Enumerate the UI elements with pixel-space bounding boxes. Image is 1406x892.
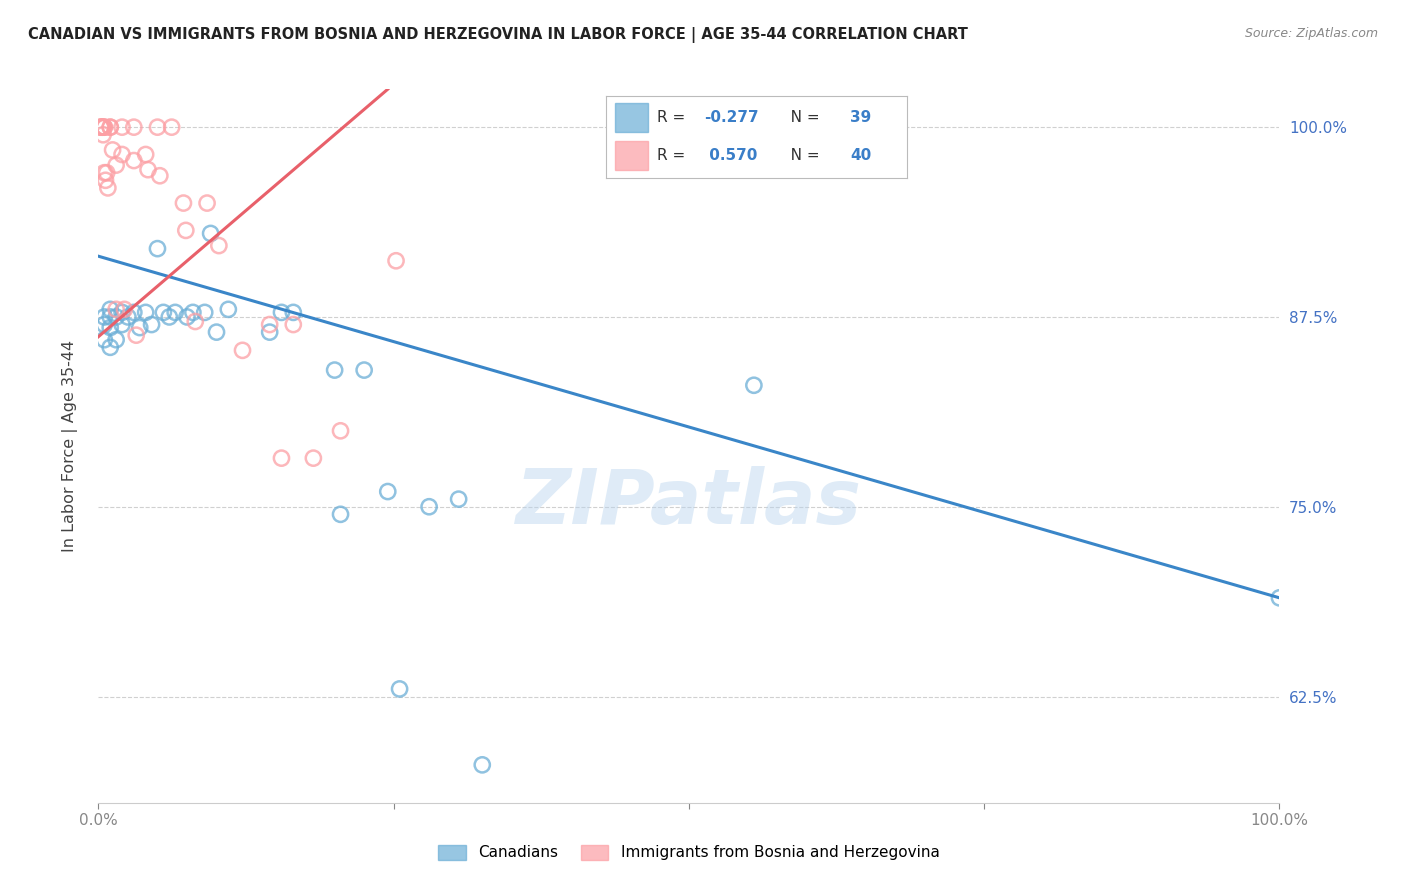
Text: Source: ZipAtlas.com: Source: ZipAtlas.com: [1244, 27, 1378, 40]
Point: [259, 318, 281, 332]
Point: [195, 196, 218, 211]
Point: [98, 120, 121, 135]
Point: [353, 363, 375, 377]
Point: [122, 153, 145, 168]
Point: [105, 333, 128, 347]
Point: [125, 328, 148, 343]
Point: [742, 378, 765, 392]
Point: [101, 143, 124, 157]
Point: [94, 173, 117, 187]
Point: [135, 147, 157, 161]
Point: [270, 305, 292, 319]
Point: [302, 451, 325, 466]
Point: [98, 310, 121, 324]
Point: [329, 508, 352, 522]
Point: [98, 340, 121, 354]
Point: [181, 305, 204, 319]
Point: [122, 305, 145, 319]
Point: [93, 166, 115, 180]
Point: [93, 318, 115, 332]
Point: [112, 302, 135, 317]
Point: [259, 325, 281, 339]
Point: [217, 302, 239, 317]
Point: [105, 302, 128, 317]
Point: [418, 500, 440, 514]
Point: [122, 120, 145, 135]
Point: [283, 318, 305, 332]
Point: [152, 305, 174, 319]
Point: [176, 310, 198, 324]
Point: [165, 305, 187, 319]
Point: [105, 310, 128, 324]
Legend: Canadians, Immigrants from Bosnia and Herzegovina: Canadians, Immigrants from Bosnia and He…: [432, 838, 946, 866]
Point: [91, 120, 114, 135]
Point: [174, 223, 197, 237]
Point: [93, 120, 115, 135]
Point: [160, 120, 183, 135]
Point: [388, 681, 411, 696]
Point: [157, 310, 180, 324]
Point: [200, 227, 222, 241]
Point: [231, 343, 253, 358]
Point: [447, 492, 470, 507]
Point: [323, 363, 346, 377]
Point: [91, 120, 114, 135]
Text: ZIPatlas: ZIPatlas: [516, 467, 862, 540]
Point: [98, 120, 121, 135]
Point: [97, 181, 120, 195]
Point: [141, 318, 163, 332]
Point: [105, 158, 128, 172]
Point: [205, 325, 228, 339]
Point: [98, 302, 121, 317]
Text: CANADIAN VS IMMIGRANTS FROM BOSNIA AND HERZEGOVINA IN LABOR FORCE | AGE 35-44 CO: CANADIAN VS IMMIGRANTS FROM BOSNIA AND H…: [28, 27, 967, 43]
Point: [111, 120, 134, 135]
Point: [172, 196, 194, 211]
Point: [93, 120, 115, 135]
Point: [111, 305, 134, 319]
Point: [270, 451, 292, 466]
Point: [93, 310, 115, 324]
Point: [98, 320, 121, 334]
Point: [90, 120, 112, 135]
Point: [90, 120, 112, 135]
Point: [91, 120, 114, 135]
Point: [146, 120, 169, 135]
Point: [111, 318, 134, 332]
Point: [184, 314, 207, 328]
Point: [471, 757, 494, 772]
Point: [117, 310, 139, 324]
Point: [96, 166, 118, 180]
Point: [377, 484, 399, 499]
Point: [146, 242, 169, 256]
Point: [93, 333, 115, 347]
Y-axis label: In Labor Force | Age 35-44: In Labor Force | Age 35-44: [62, 340, 77, 552]
Point: [329, 424, 352, 438]
Point: [194, 305, 217, 319]
Point: [91, 128, 114, 142]
Point: [283, 305, 305, 319]
Point: [128, 320, 150, 334]
Point: [135, 305, 157, 319]
Point: [149, 169, 172, 183]
Point: [1268, 591, 1291, 605]
Point: [385, 253, 408, 268]
Point: [208, 238, 231, 252]
Point: [136, 162, 159, 177]
Point: [111, 147, 134, 161]
